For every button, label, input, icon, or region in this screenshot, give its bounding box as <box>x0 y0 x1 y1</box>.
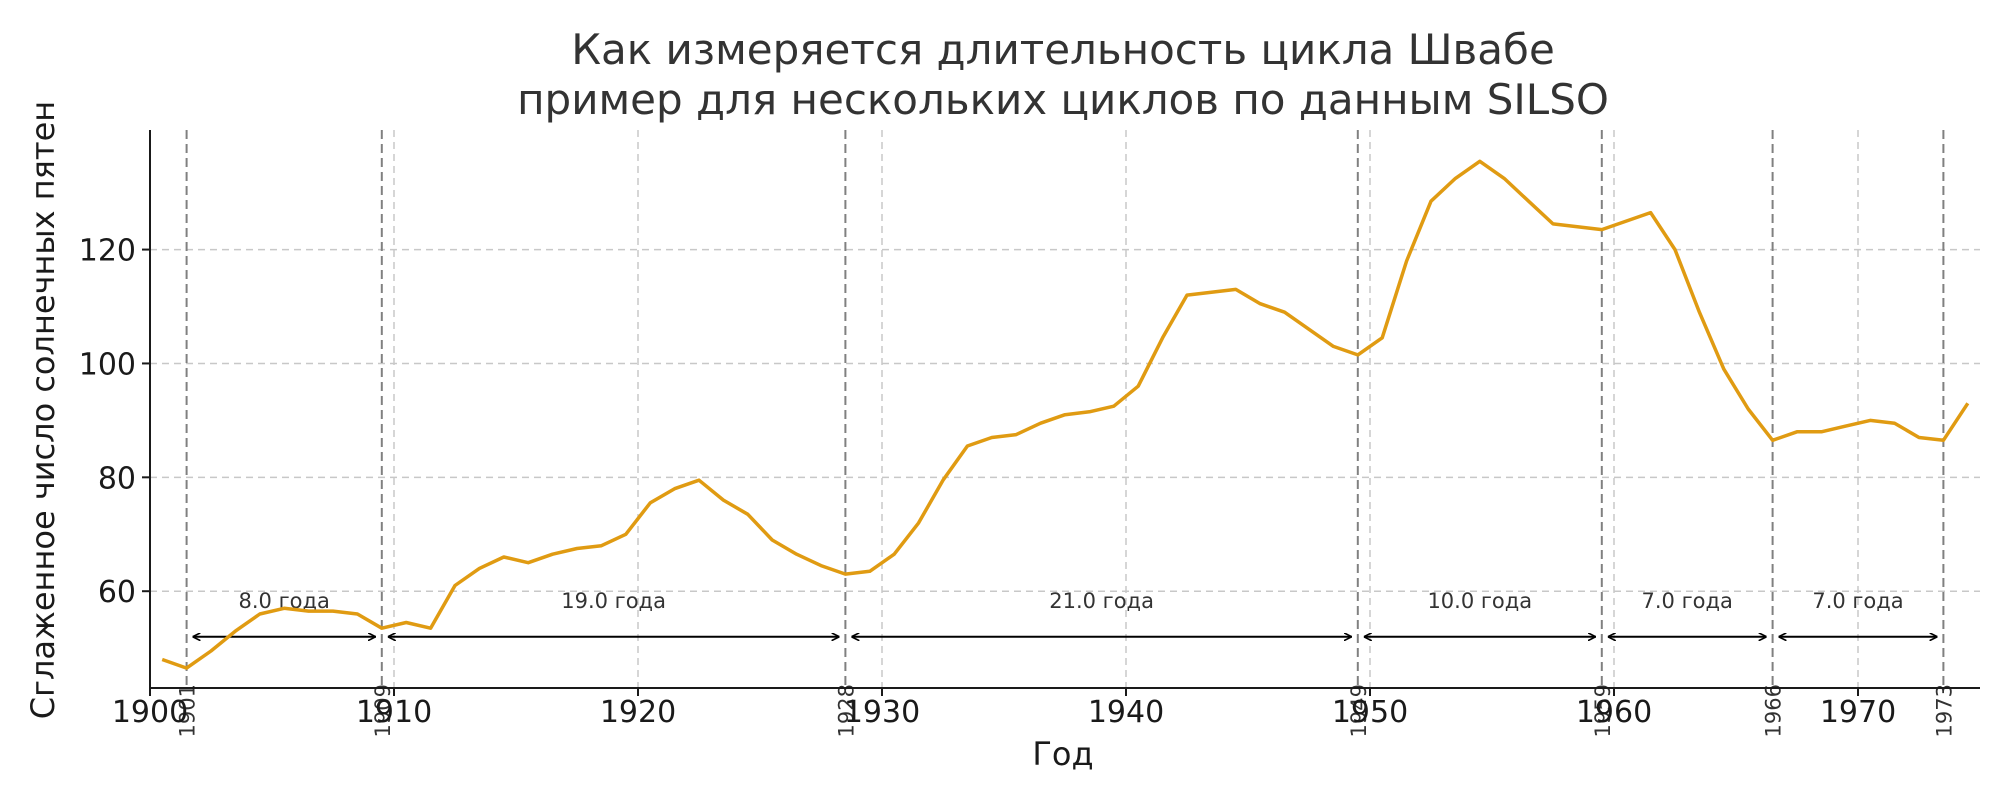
x-tick-label: 1930 <box>844 695 920 730</box>
cycle-length-label: 7.0 года <box>1812 589 1903 613</box>
y-axis-label: Сглаженное число солнечных пятен <box>24 101 62 719</box>
y-tick-label: 60 <box>98 575 136 610</box>
x-tick-label: 1900 <box>112 695 188 730</box>
cycle-length-label: 19.0 года <box>561 589 666 613</box>
minimum-label: 1901 <box>176 684 200 737</box>
minimum-label: 1928 <box>834 684 858 737</box>
y-tick-label: 120 <box>79 234 136 269</box>
minimum-label: 1966 <box>1762 684 1786 737</box>
sunspot-series-line <box>161 159 1970 670</box>
y-tick-label: 100 <box>79 347 136 382</box>
x-tick-label: 1920 <box>600 695 676 730</box>
x-axis-label: Год <box>1032 735 1093 773</box>
x-tick-label: 1960 <box>1576 695 1652 730</box>
x-tick-label: 1940 <box>1088 695 1164 730</box>
cycle-length-label: 21.0 года <box>1049 589 1154 613</box>
minimum-label: 1909 <box>371 684 395 737</box>
minimum-label: 1959 <box>1591 684 1615 737</box>
minima-lines: 1901 1909 1928 1949 1959 1966 1973 <box>176 130 1956 737</box>
data-series <box>161 159 1970 670</box>
chart-title: Как измеряется длительность цикла Швабе <box>571 25 1555 74</box>
minimum-label: 1949 <box>1347 684 1371 737</box>
x-tick-label: 1950 <box>1332 695 1408 730</box>
minimum-label: 1973 <box>1932 684 1956 737</box>
x-tick-label: 1910 <box>356 695 432 730</box>
axes: 1900 1910 1920 1930 1940 1950 1960 1970 60 80 100 1… <box>79 130 1980 730</box>
cycle-arrows: 8.0 года 19.0 года 21.0 года 10.0 года 7.0 г… <box>192 589 1938 637</box>
y-tick-label: 80 <box>98 461 136 496</box>
x-tick-label: 1970 <box>1820 695 1896 730</box>
chart-subtitle: пример для нескольких циклов по данным S… <box>517 75 1609 124</box>
cycle-length-label: 10.0 года <box>1427 589 1532 613</box>
cycle-length-label: 7.0 года <box>1642 589 1733 613</box>
